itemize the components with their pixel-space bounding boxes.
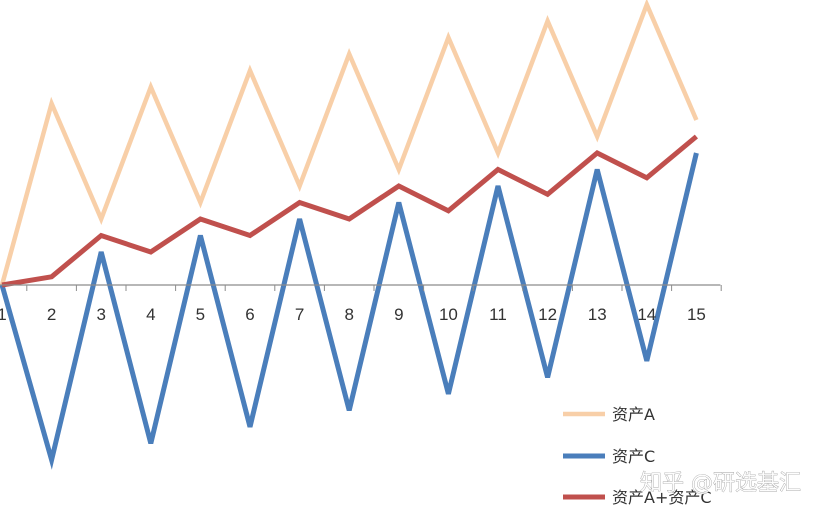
x-tick-label: 13 [588,305,607,324]
legend-label: 资产A+资产C [612,488,712,507]
x-tick-label: 6 [245,305,254,324]
x-tick-label: 5 [196,305,205,324]
series-layer [0,0,699,470]
legend: 资产A 资产C 资产A+资产C [563,405,712,507]
x-tick-label: 14 [637,305,656,324]
x-tick-label: 12 [538,305,557,324]
x-tick-label: 9 [394,305,403,324]
series-line-2 [0,152,699,470]
x-axis: 1 2 3 4 5 6 7 8 9 10 11 12 13 14 15 [0,284,722,324]
x-tick-label: 2 [47,305,56,324]
legend-label: 资产A [612,405,655,424]
x-tick-label: 4 [146,305,155,324]
x-tick-label: 10 [439,305,458,324]
legend-label: 资产C [612,447,655,466]
series-line-3 [1,134,698,288]
x-tick-label: 3 [96,305,105,324]
x-tick-label: 11 [489,305,507,324]
watermark: 知乎 @研选基汇 [640,471,801,496]
x-tick-label: 7 [295,305,304,324]
x-tick-label: 8 [344,305,353,324]
x-tick-label: 1 [0,305,7,324]
x-tick-label: 15 [687,305,706,324]
series-line-1 [0,0,699,286]
